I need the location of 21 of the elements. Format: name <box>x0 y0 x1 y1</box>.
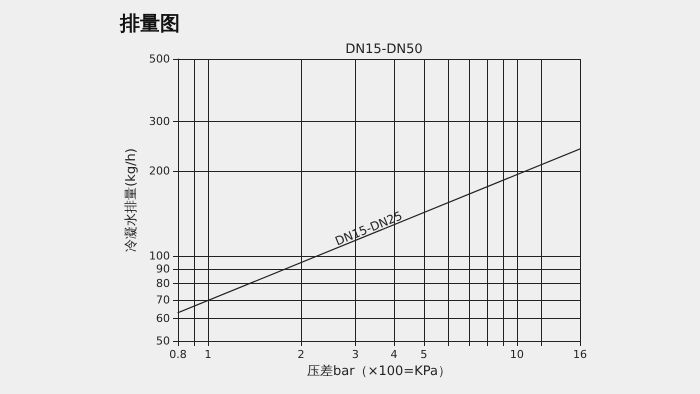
x-axis-title: 压差bar（×100=KPa） <box>307 364 451 379</box>
y-tick-label: 500 <box>149 52 170 66</box>
chart-subtitle: DN15-DN50 <box>345 42 423 57</box>
y-tick-label: 70 <box>156 293 170 306</box>
y-tick-label: 300 <box>149 115 170 128</box>
y-tick-label: 60 <box>156 312 170 326</box>
x-tick-label: 0.8 <box>169 348 187 361</box>
y-tick-label: 80 <box>156 276 170 290</box>
x-tick-label: 2 <box>297 348 304 361</box>
x-tick-label: 10 <box>510 348 524 361</box>
x-tick-label: 3 <box>352 348 359 361</box>
y-tick-label: 200 <box>149 164 170 178</box>
chart-title: 排量图 <box>119 11 180 35</box>
y-tick-label: 50 <box>156 334 170 348</box>
x-tick-label: 16 <box>573 348 587 361</box>
y-tick-label: 100 <box>149 250 170 263</box>
x-tick-label: 4 <box>390 348 398 361</box>
y-axis-title: 冷凝水排量(kg/h) <box>124 148 140 252</box>
x-tick-label: 5 <box>420 348 428 361</box>
x-tick-label: 1 <box>204 348 212 361</box>
y-tick-label: 90 <box>156 262 170 276</box>
